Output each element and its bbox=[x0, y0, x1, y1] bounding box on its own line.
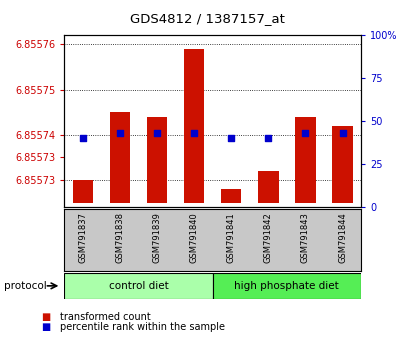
Bar bbox=[110, 112, 130, 202]
Bar bbox=[221, 189, 242, 202]
Text: GSM791841: GSM791841 bbox=[227, 212, 236, 263]
Point bbox=[339, 130, 346, 136]
Bar bbox=[332, 126, 353, 202]
Text: protocol: protocol bbox=[4, 281, 47, 291]
Bar bbox=[258, 171, 278, 202]
Bar bbox=[147, 117, 167, 202]
Point bbox=[265, 136, 272, 141]
Text: GSM791843: GSM791843 bbox=[301, 212, 310, 263]
Bar bbox=[64, 273, 213, 299]
Text: ■: ■ bbox=[42, 322, 51, 332]
Text: GSM791842: GSM791842 bbox=[264, 212, 273, 263]
Text: percentile rank within the sample: percentile rank within the sample bbox=[60, 322, 225, 332]
Text: transformed count: transformed count bbox=[60, 312, 151, 322]
Bar bbox=[73, 180, 93, 202]
Point bbox=[154, 130, 160, 136]
Text: GSM791844: GSM791844 bbox=[338, 212, 347, 263]
Text: high phosphate diet: high phosphate diet bbox=[234, 281, 339, 291]
Point bbox=[191, 130, 198, 136]
Text: GSM791839: GSM791839 bbox=[153, 212, 161, 263]
Bar bbox=[184, 49, 204, 202]
Text: ■: ■ bbox=[42, 312, 51, 322]
Text: GDS4812 / 1387157_at: GDS4812 / 1387157_at bbox=[130, 12, 285, 25]
Point bbox=[80, 136, 86, 141]
Bar bbox=[213, 273, 361, 299]
Point bbox=[302, 130, 309, 136]
Text: GSM791837: GSM791837 bbox=[78, 212, 88, 263]
Text: control diet: control diet bbox=[109, 281, 168, 291]
Bar bbox=[295, 117, 316, 202]
Point bbox=[228, 136, 234, 141]
Point bbox=[117, 130, 123, 136]
Text: GSM791840: GSM791840 bbox=[190, 212, 199, 263]
Text: GSM791838: GSM791838 bbox=[115, 212, 124, 263]
